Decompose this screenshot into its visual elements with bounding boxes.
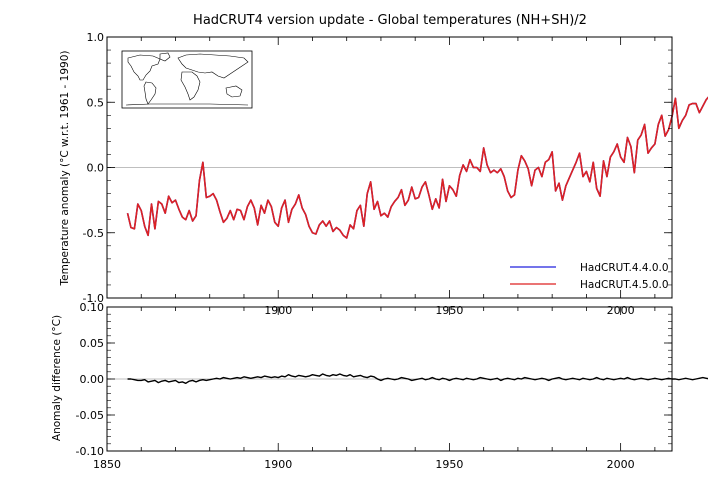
series-line-hadcrut-4-5-0-0 [126,96,708,239]
map-outline-australia [225,85,243,98]
y-tick-label: 0.5 [87,96,105,109]
x-tick-label: 1900 [264,458,292,471]
bottom-ticks: 1850 1900 1950 2000 -0.10 -0.05 0.00 0.05 0.10 [76,301,672,471]
y-tick-label: -0.05 [76,409,104,422]
map-outline-south-america [143,81,157,105]
top-series-group [126,96,708,239]
map-outline-eurasia [177,53,249,79]
world-map-inset [121,50,253,109]
map-frame [121,50,253,109]
bottom-series-group [127,373,708,385]
top-y-axis-title: Temperature anomaly (°C w.r.t. 1961 - 19… [59,51,71,287]
legend-label-hadcrut-4-5: HadCRUT.4.5.0.0 [580,279,669,291]
chart-title: HadCRUT4 version update - Global tempera… [193,13,587,28]
map-outline-africa [180,71,201,101]
x-tick-label: 1850 [93,458,121,471]
y-tick-label: 1.0 [87,31,105,44]
y-tick-label: 0.0 [87,162,105,175]
y-tick-label: 0.00 [80,373,105,386]
y-tick-label: -0.10 [76,445,104,458]
x-tick-label: 1950 [435,458,463,471]
top-panel: 1900 1950 2000-1.0-0.50.00.51.0 Temperatur… [59,31,708,317]
series-line-difference-0 [127,373,708,385]
y-tick-label: 0.10 [80,301,105,314]
legend-label-hadcrut-4-4: HadCRUT.4.4.0.0 [580,262,669,274]
x-tick-label: 2000 [607,458,635,471]
legend: HadCRUT.4.4.0.0 HadCRUT.4.5.0.0 [510,262,669,291]
y-tick-label: 0.05 [80,337,105,350]
map-outline-antarctica [125,103,249,106]
map-outline-greenland [159,52,171,62]
bottom-y-axis-title: Anomaly difference (°C) [51,315,63,441]
bottom-panel: 1850 1900 1950 2000 -0.10 -0.05 0.00 0.05 0.10 A… [51,301,708,471]
map-outline-north-america [127,54,161,81]
y-tick-label: -0.5 [83,227,104,240]
y-tick-label: -1.0 [83,292,104,305]
